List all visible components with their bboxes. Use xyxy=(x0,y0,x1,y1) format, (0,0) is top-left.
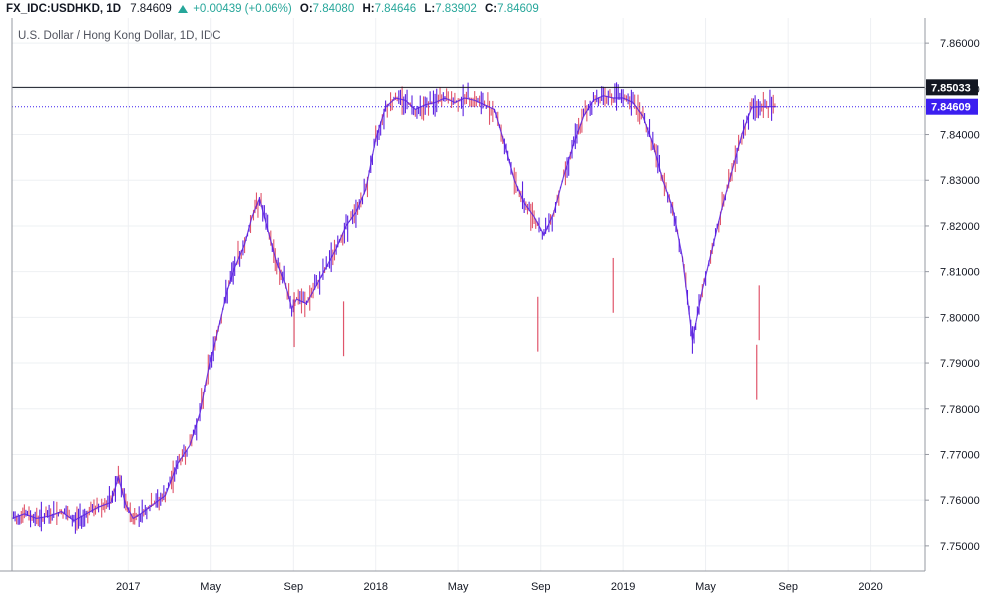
y-tick-label: 7.86000 xyxy=(940,38,980,50)
price-axis[interactable]: 7.860007.850007.840007.830007.820007.810… xyxy=(925,38,980,553)
x-tick-label: May xyxy=(200,581,221,593)
y-tick-label: 7.81000 xyxy=(940,267,980,279)
chart-grid xyxy=(12,18,925,571)
up-arrow-icon xyxy=(178,5,188,13)
price-axis-labels: 7.85033 7.84609 xyxy=(926,79,978,115)
price-series xyxy=(11,82,777,534)
price-lines xyxy=(12,86,925,108)
price-chart[interactable]: 7.860007.850007.840007.830007.820007.810… xyxy=(0,18,992,605)
series-legend: U.S. Dollar / Hong Kong Dollar, 1D, IDC xyxy=(18,30,221,42)
x-tick-label: 2018 xyxy=(363,581,387,593)
open-label: O: xyxy=(299,3,313,15)
y-tick-label: 7.75000 xyxy=(940,541,980,553)
y-tick-label: 7.80000 xyxy=(940,312,980,324)
x-tick-label: 2017 xyxy=(116,581,140,593)
y-tick-label: 7.82000 xyxy=(940,221,980,233)
x-tick-label: Sep xyxy=(531,581,551,593)
low-label: L: xyxy=(424,3,436,15)
time-axis[interactable]: 2017 May Sep 2018 May Sep 2019 May Sep 2020 xyxy=(116,581,883,593)
high-price-label: 7.85033 xyxy=(931,82,971,94)
last-price: 7.84609 xyxy=(130,3,172,15)
x-tick-label: Sep xyxy=(284,581,304,593)
symbol-header: FX_IDC:USDHKD, 1D 7.84609 +0.00439 (+0.0… xyxy=(0,0,992,18)
symbol-label[interactable]: FX_IDC:USDHKD, 1D xyxy=(6,3,122,15)
y-tick-label: 7.83000 xyxy=(940,175,980,187)
x-tick-label: 2020 xyxy=(858,581,882,593)
y-tick-label: 7.77000 xyxy=(940,449,980,461)
x-tick-label: May xyxy=(448,581,469,593)
y-tick-label: 7.76000 xyxy=(940,495,980,507)
open-value: 7.84080 xyxy=(312,3,355,15)
current-price-tag xyxy=(926,98,978,115)
close-value: 7.84609 xyxy=(497,3,539,15)
low-value: 7.83902 xyxy=(435,3,477,15)
x-tick-label: 2019 xyxy=(611,581,635,593)
current-price-label: 7.84609 xyxy=(931,102,971,114)
close-label: C: xyxy=(485,3,498,15)
y-tick-label: 7.79000 xyxy=(940,358,980,370)
y-tick-label: 7.78000 xyxy=(940,404,980,416)
price-change: +0.00439 (+0.06%) xyxy=(193,3,292,15)
x-tick-label: Sep xyxy=(778,581,798,593)
price-line xyxy=(11,95,777,522)
y-tick-label: 7.84000 xyxy=(940,130,980,142)
high-label: H: xyxy=(362,3,375,15)
high-price-tag xyxy=(926,79,978,96)
x-tick-label: May xyxy=(695,581,716,593)
high-value: 7.84646 xyxy=(374,3,417,15)
